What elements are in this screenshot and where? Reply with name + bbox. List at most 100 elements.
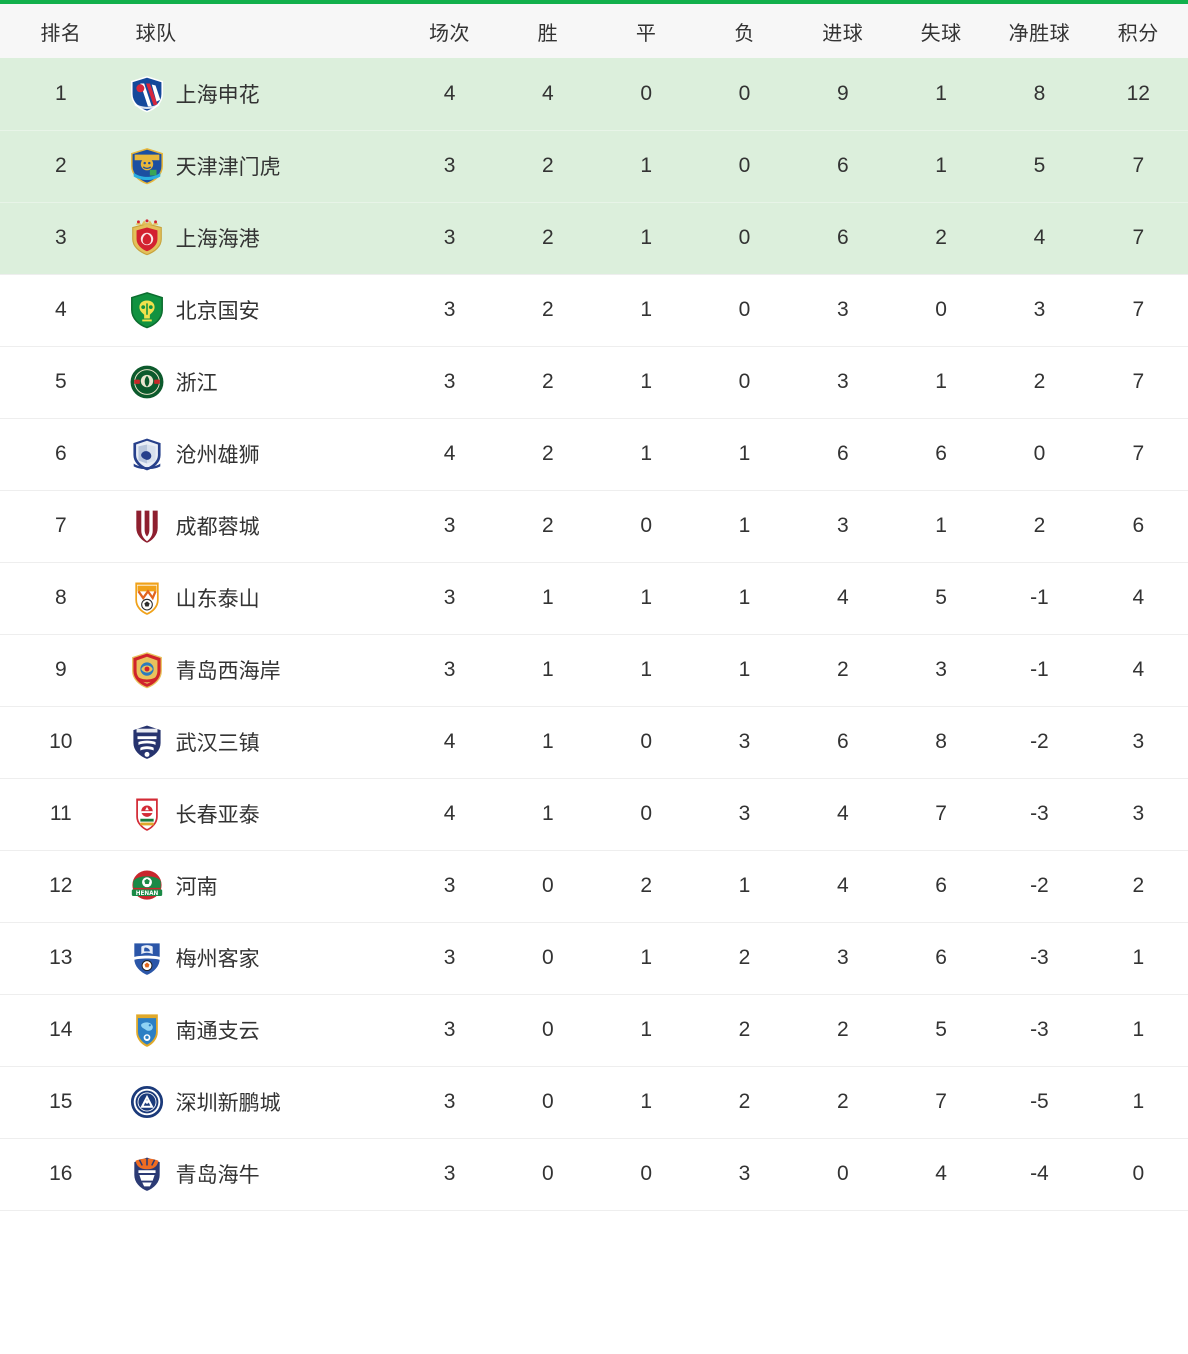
cell-goal-difference: -3 <box>990 778 1089 851</box>
cell-team[interactable]: 深圳新鹏城 <box>121 1066 401 1139</box>
table-row[interactable]: 9 青岛西海岸 3 1 1 1 2 3 -1 4 <box>0 634 1188 707</box>
cell-team[interactable]: 武汉三镇 <box>121 706 401 779</box>
team-cell[interactable]: 上海申花 <box>128 75 401 113</box>
team-cell[interactable]: 山东泰山 <box>128 579 401 617</box>
cell-goals-for: 4 <box>793 778 892 851</box>
cell-goals-against: 8 <box>891 706 991 779</box>
cell-played: 3 <box>400 1138 499 1211</box>
cell-team[interactable]: 天津津门虎 <box>121 130 401 203</box>
zhejiang-crest <box>128 363 166 401</box>
cell-points: 4 <box>1088 634 1188 707</box>
table-row[interactable]: 12 HENAN 河南 3 0 2 1 4 6 -2 2 <box>0 850 1188 923</box>
team-cell[interactable]: 长春亚泰 <box>128 795 401 833</box>
cell-points: 0 <box>1088 1138 1188 1211</box>
team-name: 沧州雄狮 <box>175 444 260 467</box>
cell-goals-against: 3 <box>891 634 991 707</box>
cell-goal-difference: 8 <box>990 58 1089 131</box>
column-header-goals-against[interactable]: 失球 <box>920 22 962 45</box>
column-header-points[interactable]: 积分 <box>1117 22 1159 45</box>
cell-team[interactable]: 上海申花 <box>121 58 401 131</box>
cell-team[interactable]: 北京国安 <box>121 274 401 347</box>
team-name: 武汉三镇 <box>175 732 260 755</box>
cell-points: 7 <box>1088 274 1188 347</box>
table-row[interactable]: 5 浙江 3 2 1 0 3 1 2 7 <box>0 346 1188 419</box>
cell-played: 3 <box>400 634 499 707</box>
cell-team[interactable]: 沧州雄狮 <box>121 418 401 491</box>
team-name: 上海海港 <box>175 228 260 251</box>
team-cell[interactable]: 深圳新鹏城 <box>128 1083 401 1121</box>
team-cell[interactable]: 南通支云 <box>128 1011 401 1049</box>
column-header-team[interactable]: 球队 <box>135 22 177 45</box>
cell-goal-difference: -3 <box>990 922 1089 995</box>
team-cell[interactable]: 上海海港 <box>128 219 401 257</box>
cell-goals-against: 4 <box>891 1138 991 1211</box>
table-row[interactable]: 14 南通支云 3 0 1 2 2 5 -3 1 <box>0 994 1188 1067</box>
cell-rank: 3 <box>0 202 122 275</box>
column-header-rank[interactable]: 排名 <box>40 22 82 45</box>
cell-points: 7 <box>1088 346 1188 419</box>
cell-points: 3 <box>1088 706 1188 779</box>
table-row[interactable]: 6 沧州雄狮 4 2 1 1 6 6 0 7 <box>0 418 1188 491</box>
team-cell[interactable]: 青岛西海岸 <box>128 651 401 689</box>
cell-goals-against: 7 <box>891 1066 991 1139</box>
table-row[interactable]: 7 成都蓉城 3 2 0 1 3 1 2 6 <box>0 490 1188 563</box>
cell-team[interactable]: 成都蓉城 <box>121 490 401 563</box>
cell-win: 0 <box>498 1138 597 1211</box>
cell-points: 7 <box>1088 130 1188 203</box>
cell-team[interactable]: HENAN 河南 <box>121 850 401 923</box>
cell-goals-for: 2 <box>793 634 892 707</box>
table-row[interactable]: 3 上海海港 3 2 1 0 6 2 4 7 <box>0 202 1188 275</box>
table-row[interactable]: 16 青岛海牛 3 0 0 3 0 4 -4 0 <box>0 1138 1188 1211</box>
team-cell[interactable]: 浙江 <box>128 363 401 401</box>
cell-draw: 0 <box>597 778 696 851</box>
team-cell[interactable]: 沧州雄狮 <box>128 435 401 473</box>
cell-team[interactable]: 青岛西海岸 <box>121 634 401 707</box>
cell-played: 3 <box>400 1066 499 1139</box>
cell-team[interactable]: 上海海港 <box>121 202 401 275</box>
cell-goal-difference: 3 <box>990 274 1089 347</box>
team-name: 上海申花 <box>175 83 260 107</box>
table-row[interactable]: 4 北京国安 3 2 1 0 3 0 3 7 <box>0 274 1188 347</box>
cell-team[interactable]: 山东泰山 <box>121 562 401 635</box>
team-cell[interactable]: 武汉三镇 <box>128 723 401 761</box>
team-cell[interactable]: 天津津门虎 <box>128 147 401 185</box>
table-row[interactable]: 10 武汉三镇 4 1 0 3 6 8 -2 3 <box>0 706 1188 779</box>
column-header-win[interactable]: 胜 <box>537 22 559 45</box>
table-row[interactable]: 2 天津津门虎 3 2 1 0 6 1 5 7 <box>0 130 1188 203</box>
cell-team[interactable]: 南通支云 <box>121 994 401 1067</box>
table-row[interactable]: 8 山东泰山 3 1 1 1 4 5 -1 4 <box>0 562 1188 635</box>
cell-loss: 2 <box>695 1066 794 1139</box>
column-header-played[interactable]: 场次 <box>429 22 471 45</box>
cell-team[interactable]: 浙江 <box>121 346 401 419</box>
team-cell[interactable]: 梅州客家 <box>128 939 401 977</box>
column-header-loss[interactable]: 负 <box>734 22 755 45</box>
column-header-goals-for[interactable]: 进球 <box>822 22 864 45</box>
table-row[interactable]: 13 梅州客家 3 0 1 2 3 6 -3 1 <box>0 922 1188 995</box>
cell-win: 1 <box>498 706 597 779</box>
cell-team[interactable]: 青岛海牛 <box>121 1138 401 1211</box>
cell-loss: 0 <box>695 58 794 131</box>
cell-rank: 5 <box>0 346 122 419</box>
cell-team[interactable]: 长春亚泰 <box>121 778 401 851</box>
wuhan-three-towns-crest <box>128 723 166 761</box>
cell-played: 4 <box>400 706 499 779</box>
cell-goals-against: 6 <box>891 850 991 923</box>
cell-team[interactable]: 梅州客家 <box>121 922 401 995</box>
cell-points: 12 <box>1088 58 1188 131</box>
cell-played: 4 <box>400 58 499 131</box>
cell-win: 0 <box>498 1066 597 1139</box>
table-row[interactable]: 11 长春亚泰 4 1 0 3 4 7 -3 3 <box>0 778 1188 851</box>
column-header-draw[interactable]: 平 <box>635 22 657 45</box>
cell-loss: 1 <box>695 850 794 923</box>
team-cell[interactable]: 青岛海牛 <box>128 1155 401 1193</box>
cell-points: 2 <box>1088 850 1188 923</box>
cell-goals-against: 7 <box>891 778 991 851</box>
table-row[interactable]: 1 上海申花 4 4 0 0 9 1 8 12 <box>0 58 1188 131</box>
cell-win: 2 <box>498 274 597 347</box>
team-cell[interactable]: 北京国安 <box>128 291 401 329</box>
column-header-goal-difference[interactable]: 净胜球 <box>1008 22 1071 45</box>
team-name: 河南 <box>175 876 218 899</box>
table-row[interactable]: 15 深圳新鹏城 3 0 1 2 2 7 -5 1 <box>0 1066 1188 1139</box>
team-cell[interactable]: HENAN 河南 <box>128 867 401 905</box>
team-cell[interactable]: 成都蓉城 <box>128 507 401 545</box>
